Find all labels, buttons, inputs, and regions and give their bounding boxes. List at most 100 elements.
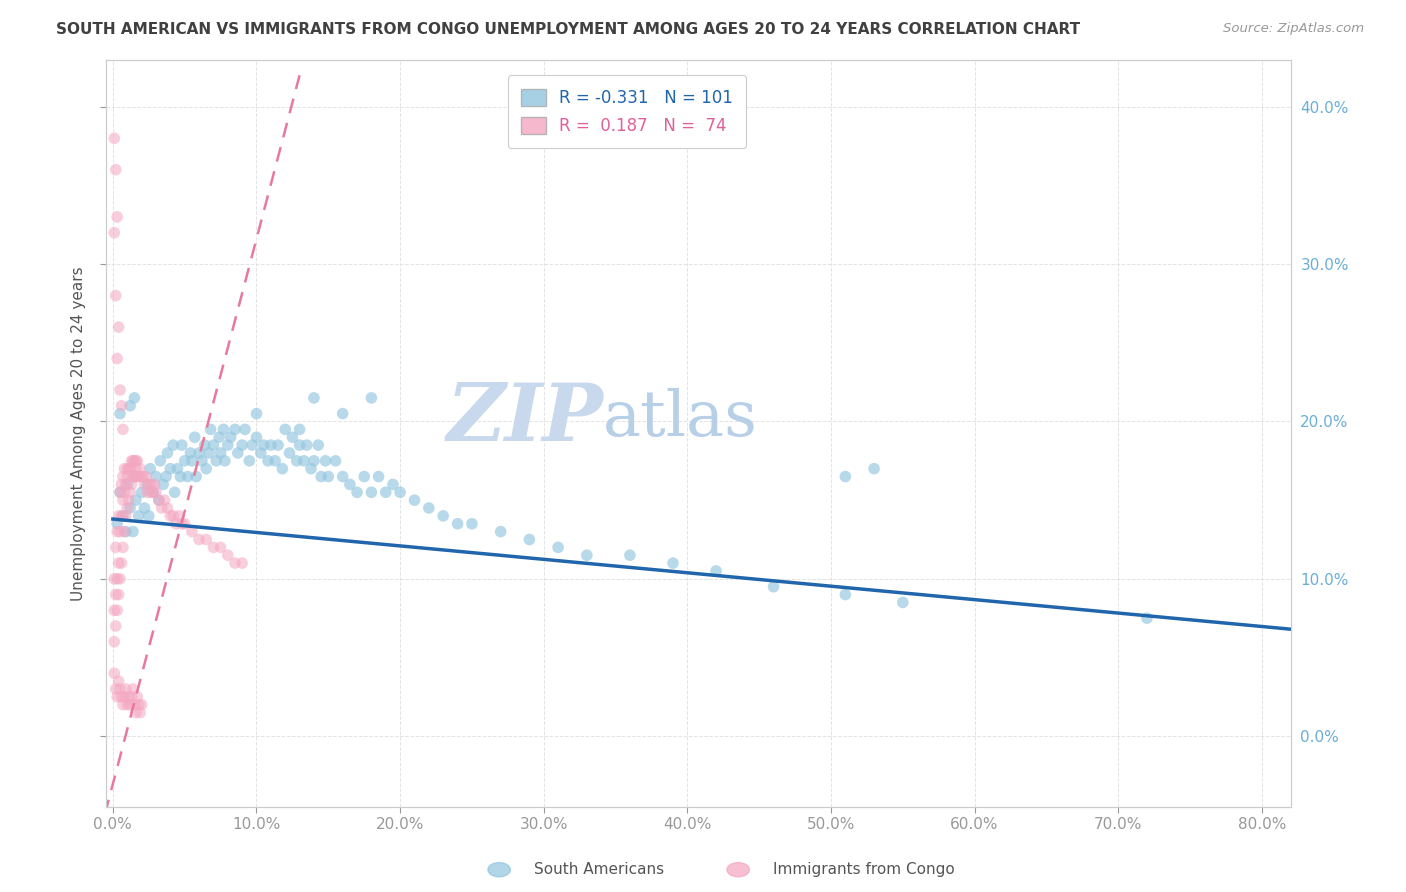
Point (360, 485, 382, 500)
Point (135, 469, 157, 483)
Point (131, 485, 153, 500)
Point (132, 469, 155, 483)
Point (332, 469, 354, 483)
Point (169, 469, 191, 483)
Point (432, 508, 454, 523)
Point (156, 501, 179, 516)
Point (202, 541, 225, 555)
Point (103, 603, 125, 617)
Point (834, 588, 856, 602)
Point (209, 541, 232, 555)
Point (245, 407, 267, 421)
Point (170, 516, 193, 531)
Point (127, 690, 149, 704)
Point (120, 485, 142, 500)
Point (122, 454, 145, 468)
Point (288, 422, 311, 436)
Point (142, 485, 165, 500)
Point (217, 438, 239, 452)
Point (122, 681, 145, 696)
Point (124, 454, 146, 468)
Point (103, 131, 125, 145)
Point (105, 603, 128, 617)
Point (108, 485, 131, 500)
Point (108, 407, 131, 421)
Point (103, 634, 125, 648)
Point (170, 438, 193, 452)
Point (118, 461, 141, 475)
Point (195, 533, 218, 547)
Point (131, 698, 153, 712)
Point (212, 422, 235, 436)
Point (107, 674, 129, 689)
Point (205, 454, 228, 468)
Point (120, 698, 142, 712)
Point (104, 588, 127, 602)
Point (165, 516, 187, 531)
Point (115, 698, 138, 712)
Point (575, 548, 598, 562)
Point (461, 516, 484, 531)
Point (105, 572, 128, 586)
Point (834, 469, 856, 483)
Point (114, 524, 136, 539)
Point (129, 706, 152, 720)
Point (108, 572, 131, 586)
Y-axis label: Unemployment Among Ages 20 to 24 years: Unemployment Among Ages 20 to 24 years (72, 266, 86, 600)
Point (110, 508, 132, 523)
Point (195, 461, 218, 475)
Point (208, 430, 231, 444)
Point (264, 454, 287, 468)
Point (762, 580, 785, 594)
Point (115, 469, 138, 483)
Point (115, 461, 138, 475)
Point (318, 469, 340, 483)
Point (122, 469, 145, 483)
Text: atlas: atlas (603, 388, 758, 449)
Point (118, 690, 141, 704)
Point (136, 477, 159, 491)
Point (173, 516, 195, 531)
Point (180, 524, 202, 539)
Point (149, 454, 172, 468)
Point (110, 556, 132, 570)
Point (1136, 611, 1159, 625)
Point (110, 690, 132, 704)
Point (159, 508, 181, 523)
Point (145, 469, 167, 483)
Point (389, 485, 412, 500)
Point (547, 541, 569, 555)
Point (107, 320, 129, 334)
Point (142, 485, 165, 500)
Point (238, 454, 260, 468)
Point (180, 454, 202, 468)
Point (124, 698, 146, 712)
Point (186, 469, 208, 483)
Point (309, 469, 332, 483)
Text: South Americans: South Americans (534, 863, 665, 877)
Text: ZIP: ZIP (447, 380, 603, 457)
Point (240, 438, 263, 452)
Point (179, 446, 201, 460)
Point (124, 469, 146, 483)
Point (257, 454, 280, 468)
Point (115, 477, 138, 491)
Point (128, 698, 150, 712)
Point (131, 469, 153, 483)
Point (107, 508, 129, 523)
Point (120, 461, 142, 475)
Point (231, 556, 253, 570)
Point (176, 469, 198, 483)
Point (704, 564, 727, 578)
Point (188, 446, 211, 460)
Point (105, 690, 128, 704)
Point (166, 461, 188, 475)
Point (162, 508, 184, 523)
Point (271, 461, 294, 475)
Point (134, 501, 156, 516)
Point (127, 469, 149, 483)
Point (139, 461, 162, 475)
Point (138, 477, 160, 491)
Point (128, 508, 150, 523)
Point (155, 469, 177, 483)
